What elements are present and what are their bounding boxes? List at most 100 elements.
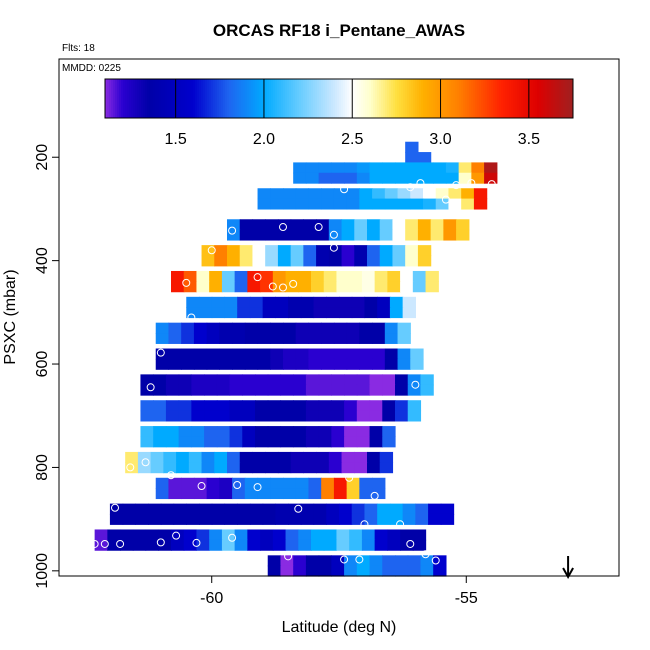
colorbar-segment [187,79,190,118]
heatmap-cell [214,255,228,267]
heatmap-cell [356,172,371,184]
colorbar-segment [349,79,352,118]
heatmap-cell [298,270,312,282]
heatmap-cell [191,426,205,438]
heatmap-cell [382,565,396,577]
heatmap-cell [473,188,488,200]
heatmap-cell [280,400,294,412]
colorbar-segment [477,79,480,118]
mmdd-annotation: MMDD: 0225 [62,63,121,74]
heatmap-cell [178,426,192,438]
sample-point [126,426,135,435]
sample-point [431,305,440,314]
heatmap-cell [379,451,394,463]
heatmap-cell [303,451,317,463]
colorbar-segment [297,79,300,118]
colorbar-segment [115,79,118,118]
heatmap-cell [321,348,335,360]
colorbar-segment [417,79,420,118]
heatmap-cell [341,255,355,267]
heatmap-cell [407,172,422,184]
heatmap-cell [295,188,310,200]
heatmap-cell [433,565,447,577]
heatmap-cell [270,477,284,489]
heatmap-cell [331,565,345,577]
x-axis: -60 -55 [200,576,478,607]
colorbar-segment [251,79,254,118]
heatmap-cell [354,219,368,231]
x-tick-label: -60 [200,590,223,607]
heatmap-cell [219,348,233,360]
heatmap-cell [244,358,259,370]
heatmap-cell [206,348,220,360]
colorbar-segment [441,79,444,118]
heatmap-cell [387,539,401,551]
x-tick-label: -55 [455,590,478,607]
heatmap-cell [308,477,322,489]
heatmap-cell [176,462,190,474]
colorbar-segment [285,79,288,118]
colorbar-segment [329,79,332,118]
colorbar-segment [359,79,362,118]
colorbar-segment [113,79,116,118]
heatmap-cell [344,400,358,412]
colorbar-segment [155,79,158,118]
heatmap-cell [321,322,335,334]
heatmap-cell [270,333,284,344]
heatmap-cell [247,281,261,293]
colorbar-segment [445,79,448,118]
heatmap-cell [374,270,388,282]
heatmap-cell [255,374,269,386]
colorbar-segment [123,79,126,118]
heatmap-cell [252,219,266,231]
colorbar-segment [201,79,204,118]
heatmap-cell [252,255,266,267]
colorbar-segment [563,79,566,118]
heatmap-cell [346,477,360,489]
colorbar-segment [533,79,536,118]
heatmap-cell [300,513,315,525]
colorbar-segment [119,79,122,118]
heatmap-cell [209,539,223,551]
heatmap-cell [257,488,271,500]
heatmap-cell [321,188,335,200]
colorbar-segment [237,79,240,118]
colorbar-segment [567,79,570,118]
heatmap-cell [293,426,307,438]
colorbar-segment [117,79,120,118]
heatmap-cell [344,565,358,577]
heatmap-cell [461,198,475,210]
heatmap-cell [379,245,394,257]
sample-point [401,491,410,500]
sample-point [503,253,511,262]
heatmap-cell [392,219,406,231]
heatmap-cell [191,410,205,422]
heatmap-cell [206,477,220,489]
colorbar-segment [323,79,326,118]
heatmap-cell [277,229,292,241]
colorbar-segment [449,79,452,118]
heatmap-cell [331,426,345,438]
heatmap-cell [379,229,394,241]
colorbar-segment [209,79,212,118]
heatmap-cell [354,255,368,267]
heatmap-cell [150,451,164,463]
colorbar-segment [419,79,422,118]
heatmap-cell [295,322,310,334]
heatmap-cell [280,555,294,567]
heatmap-cell [109,503,124,515]
colorbar-segment [411,79,414,118]
colorbar-segment [107,79,110,118]
colorbar-segment [551,79,554,118]
heatmap-cell [260,529,274,541]
heatmap-cell [308,488,322,500]
heatmap-cell [199,307,213,319]
heatmap-cell [359,333,373,344]
heatmap-cell [267,374,282,386]
heatmap-cell [229,426,243,438]
heatmap-cell [318,162,332,174]
heatmap-cell [227,229,241,241]
colorbar-segment [453,79,456,118]
heatmap-cell [193,358,208,370]
plot-frame [58,58,620,577]
